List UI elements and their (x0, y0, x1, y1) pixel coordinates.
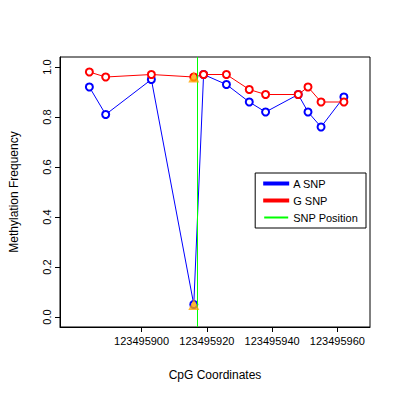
svg-text:G SNP: G SNP (293, 195, 327, 207)
svg-text:A SNP: A SNP (293, 178, 325, 190)
svg-text:0.8: 0.8 (41, 109, 53, 124)
svg-text:123495900: 123495900 (114, 335, 169, 347)
svg-text:Methylation Frequency: Methylation Frequency (7, 131, 21, 252)
svg-text:0.6: 0.6 (41, 159, 53, 174)
svg-text:0.0: 0.0 (41, 309, 53, 324)
svg-text:SNP Position: SNP Position (293, 212, 358, 224)
svg-text:123495940: 123495940 (245, 335, 300, 347)
svg-text:0.2: 0.2 (41, 259, 53, 274)
svg-text:CpG Coordinates: CpG Coordinates (169, 368, 262, 382)
svg-text:0.4: 0.4 (41, 209, 53, 224)
svg-text:1.0: 1.0 (41, 59, 53, 74)
svg-text:123495920: 123495920 (179, 335, 234, 347)
svg-text:123495960: 123495960 (310, 335, 365, 347)
